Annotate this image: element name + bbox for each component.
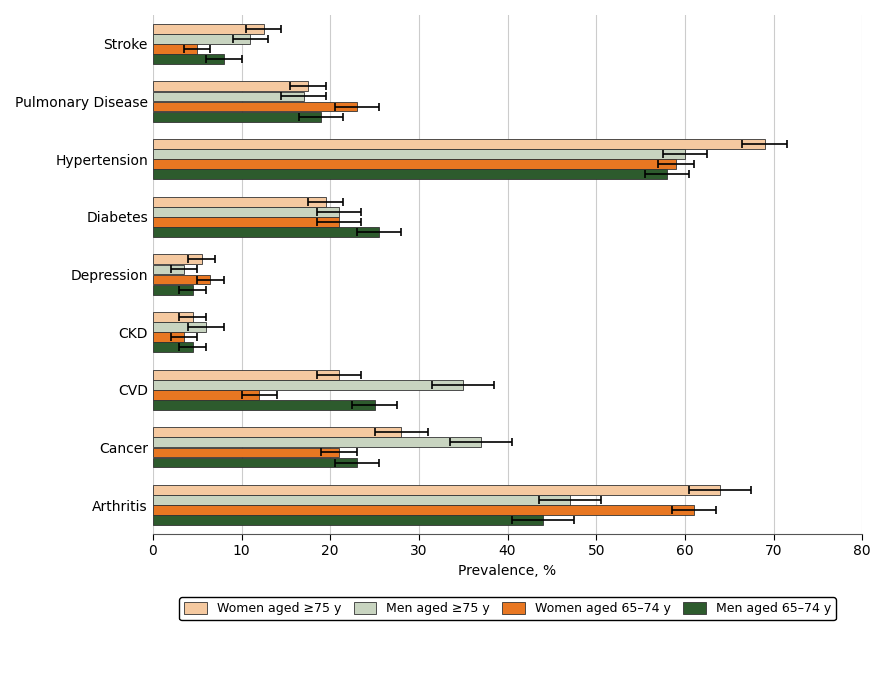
Bar <box>153 370 339 380</box>
Bar <box>153 458 357 467</box>
Bar <box>153 254 202 264</box>
Bar <box>153 111 322 122</box>
Bar <box>153 400 375 410</box>
Bar <box>153 495 570 505</box>
Bar <box>153 505 694 515</box>
Bar <box>153 515 543 525</box>
Bar <box>153 24 264 34</box>
Bar <box>153 159 676 169</box>
Bar <box>153 44 198 54</box>
Bar <box>153 485 720 495</box>
Bar <box>153 34 251 44</box>
Legend: Women aged ≥75 y, Men aged ≥75 y, Women aged 65–74 y, Men aged 65–74 y: Women aged ≥75 y, Men aged ≥75 y, Women … <box>179 597 835 620</box>
Bar <box>153 390 260 399</box>
Bar <box>153 102 357 111</box>
Bar <box>153 312 193 322</box>
Bar <box>153 92 304 101</box>
Bar <box>153 227 379 237</box>
Bar <box>153 81 308 91</box>
Bar <box>153 438 481 447</box>
X-axis label: Prevalence, %: Prevalence, % <box>458 564 556 578</box>
Bar <box>153 217 339 227</box>
Bar <box>153 274 211 285</box>
Bar <box>153 322 206 332</box>
Bar <box>153 139 765 149</box>
Bar <box>153 265 184 274</box>
Bar <box>153 343 193 352</box>
Bar <box>153 428 401 437</box>
Bar <box>153 207 339 217</box>
Bar <box>153 285 193 295</box>
Bar <box>153 197 326 207</box>
Bar <box>153 380 463 390</box>
Bar <box>153 447 339 458</box>
Bar <box>153 54 224 64</box>
Bar <box>153 149 685 159</box>
Bar <box>153 170 667 179</box>
Bar <box>153 332 184 342</box>
